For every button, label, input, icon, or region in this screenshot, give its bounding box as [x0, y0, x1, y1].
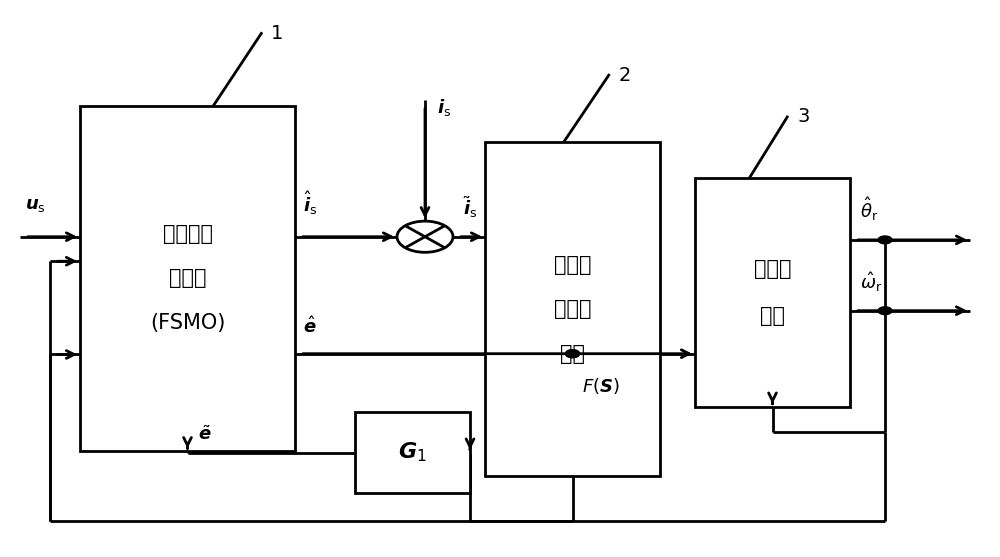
Text: $\hat{\boldsymbol{e}}$: $\hat{\boldsymbol{e}}$: [303, 316, 317, 337]
Text: 饱和函: 饱和函: [554, 255, 591, 275]
Text: 锁相环: 锁相环: [754, 259, 791, 278]
Text: (FSMO): (FSMO): [150, 313, 225, 333]
FancyBboxPatch shape: [80, 106, 295, 451]
Text: $\boldsymbol{i}_\mathrm{s}$: $\boldsymbol{i}_\mathrm{s}$: [437, 97, 451, 119]
Text: 数处理: 数处理: [554, 299, 591, 319]
Text: 2: 2: [619, 66, 631, 85]
Circle shape: [566, 350, 580, 358]
Text: 观测器: 观测器: [169, 268, 206, 289]
Text: $\boldsymbol{u}_\mathrm{s}$: $\boldsymbol{u}_\mathrm{s}$: [25, 197, 46, 214]
Circle shape: [397, 221, 453, 252]
Circle shape: [566, 350, 580, 358]
Circle shape: [878, 307, 892, 315]
Text: 1: 1: [271, 24, 284, 43]
Text: 模块: 模块: [560, 344, 585, 364]
Text: $\hat{\boldsymbol{i}}_\mathrm{s}$: $\hat{\boldsymbol{i}}_\mathrm{s}$: [303, 189, 317, 217]
Text: $\tilde{\boldsymbol{i}}_\mathrm{s}$: $\tilde{\boldsymbol{i}}_\mathrm{s}$: [463, 194, 477, 220]
Circle shape: [878, 236, 892, 244]
Text: 3: 3: [797, 108, 810, 126]
Text: $\hat{\theta}_\mathrm{r}$: $\hat{\theta}_\mathrm{r}$: [860, 196, 878, 223]
FancyBboxPatch shape: [355, 412, 470, 493]
Text: 模块: 模块: [760, 306, 785, 326]
Text: $\tilde{\boldsymbol{e}}$: $\tilde{\boldsymbol{e}}$: [198, 426, 211, 444]
FancyBboxPatch shape: [695, 178, 850, 407]
Text: $\boldsymbol{G}_1$: $\boldsymbol{G}_1$: [398, 441, 427, 465]
Text: $F(\boldsymbol{S})$: $F(\boldsymbol{S})$: [582, 376, 620, 396]
Text: 全阶滑模: 全阶滑模: [162, 224, 212, 244]
FancyBboxPatch shape: [485, 142, 660, 476]
Text: $\hat{\omega}_\mathrm{r}$: $\hat{\omega}_\mathrm{r}$: [860, 270, 882, 294]
